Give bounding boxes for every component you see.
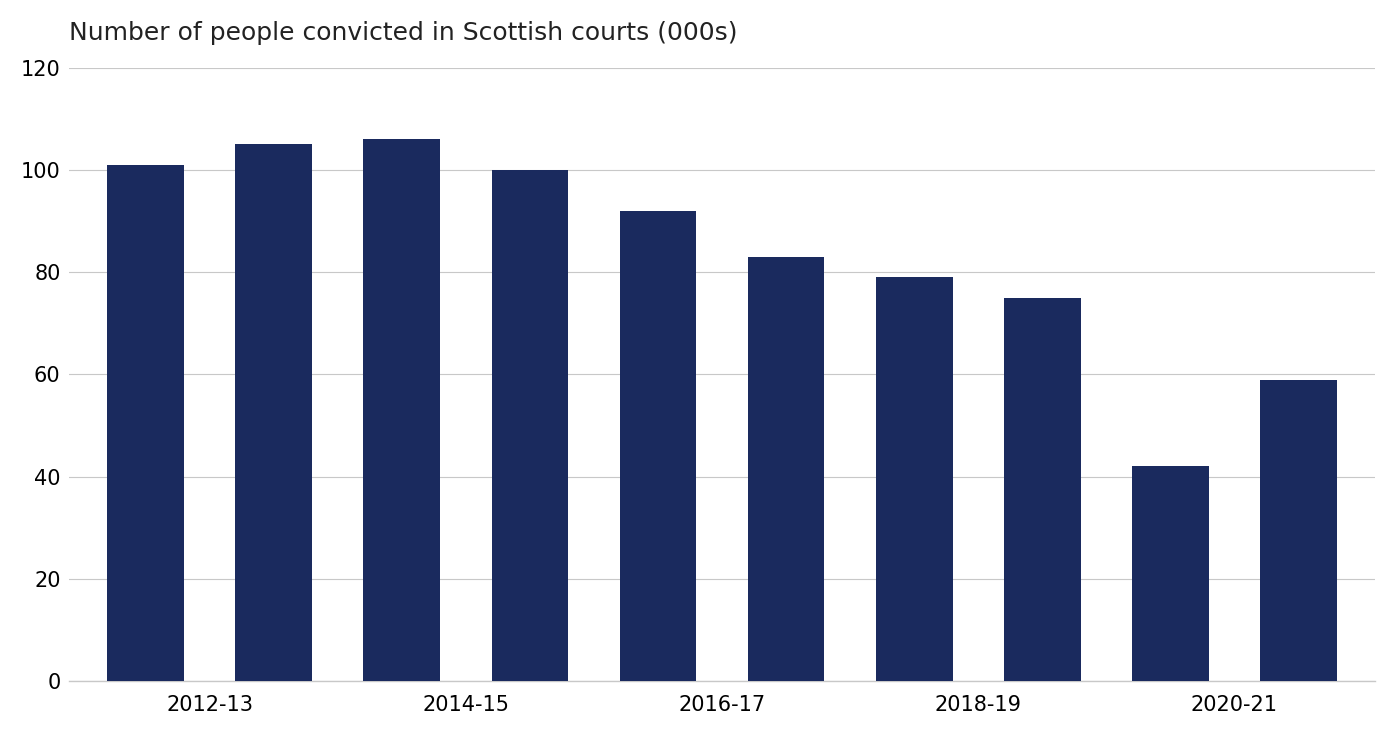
Bar bbox=[1261, 380, 1337, 682]
Text: Number of people convicted in Scottish courts (000s): Number of people convicted in Scottish c… bbox=[68, 21, 737, 45]
Bar bbox=[491, 170, 568, 682]
Bar bbox=[620, 210, 697, 682]
Bar bbox=[875, 277, 952, 682]
Bar bbox=[1132, 467, 1209, 682]
Bar bbox=[748, 257, 825, 682]
Bar bbox=[363, 139, 440, 682]
Bar bbox=[1004, 298, 1081, 682]
Bar bbox=[107, 165, 184, 682]
Bar bbox=[236, 144, 313, 682]
